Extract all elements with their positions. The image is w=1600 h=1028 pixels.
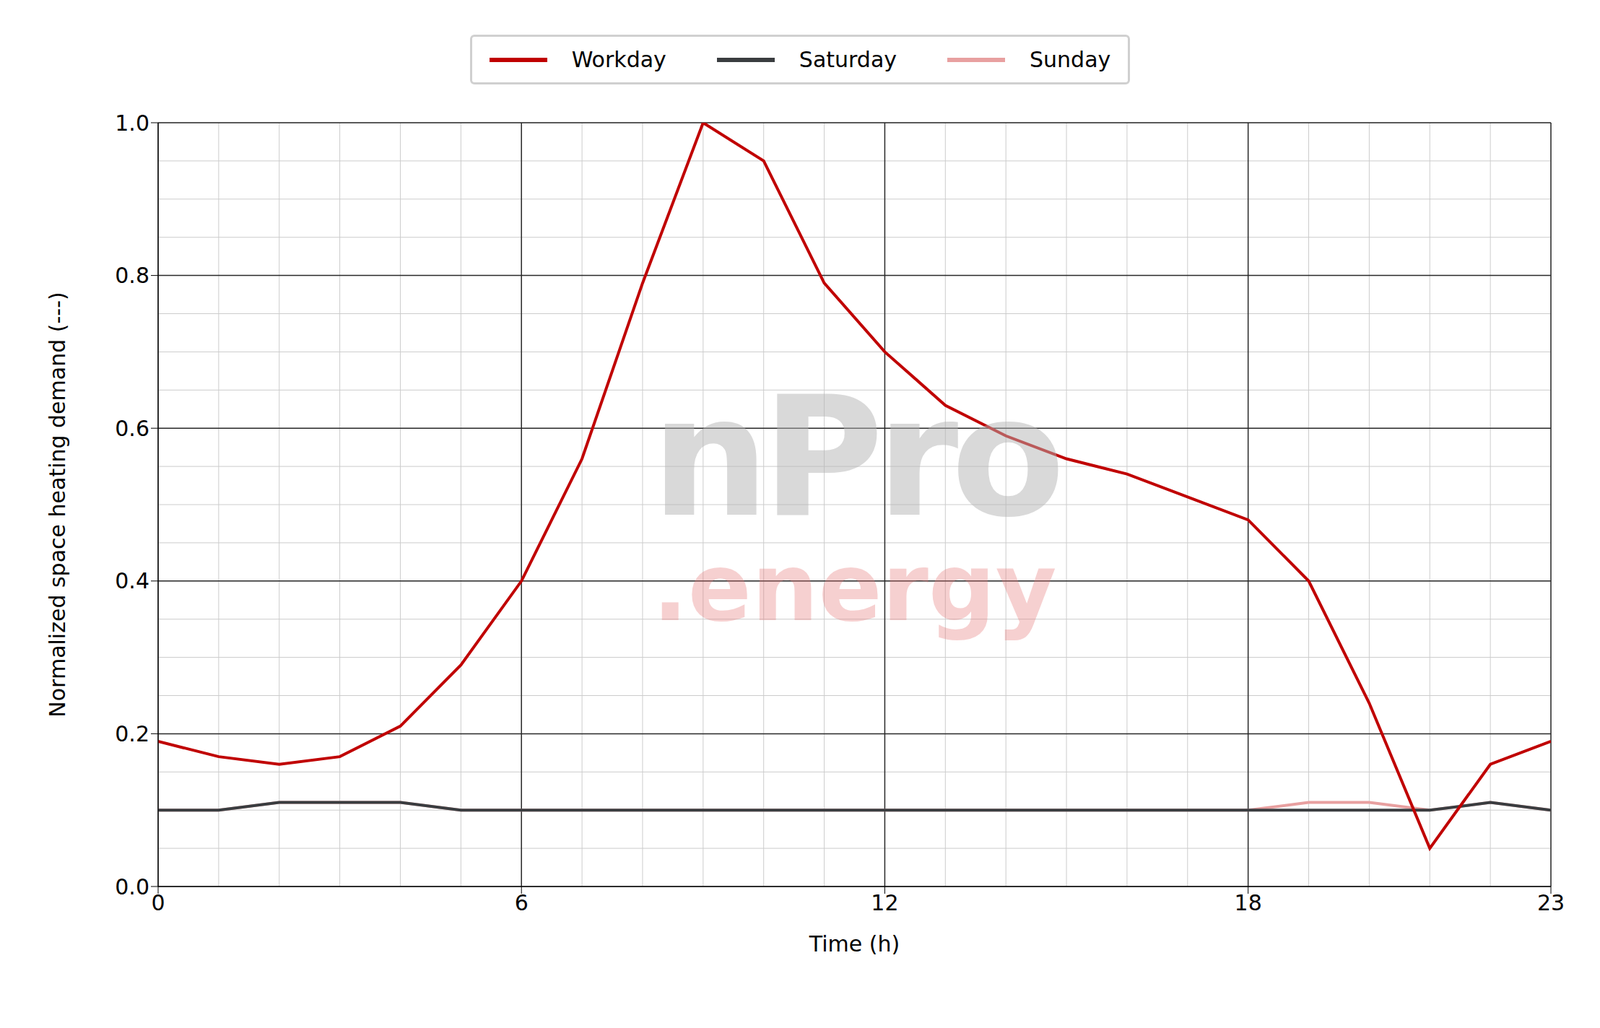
svg-text:6: 6 [514, 890, 529, 916]
svg-text:0.2: 0.2 [114, 721, 150, 747]
html-text:nPro: nPro [650, 361, 1059, 554]
svg-text:12: 12 [870, 890, 899, 916]
svg-text:Time (h): Time (h) [808, 931, 900, 957]
svg-text:0.6: 0.6 [114, 415, 150, 442]
html-text:Workday: Workday [571, 46, 667, 73]
svg-text:Normalized space heating deman: Normalized space heating demand (---) [44, 291, 71, 717]
svg-text:18: 18 [1234, 890, 1263, 916]
svg-text:1.0: 1.0 [114, 110, 150, 136]
html-text:Saturday: Saturday [799, 46, 897, 73]
html-text:.energy: .energy [652, 532, 1057, 643]
svg-text:0.8: 0.8 [114, 262, 150, 289]
svg-text:0.4: 0.4 [114, 568, 150, 594]
svg-text:23: 23 [1537, 890, 1565, 916]
svg-text:0: 0 [150, 890, 165, 916]
svg-text:0.0: 0.0 [114, 874, 150, 900]
html-text:Sunday: Sunday [1029, 46, 1111, 73]
